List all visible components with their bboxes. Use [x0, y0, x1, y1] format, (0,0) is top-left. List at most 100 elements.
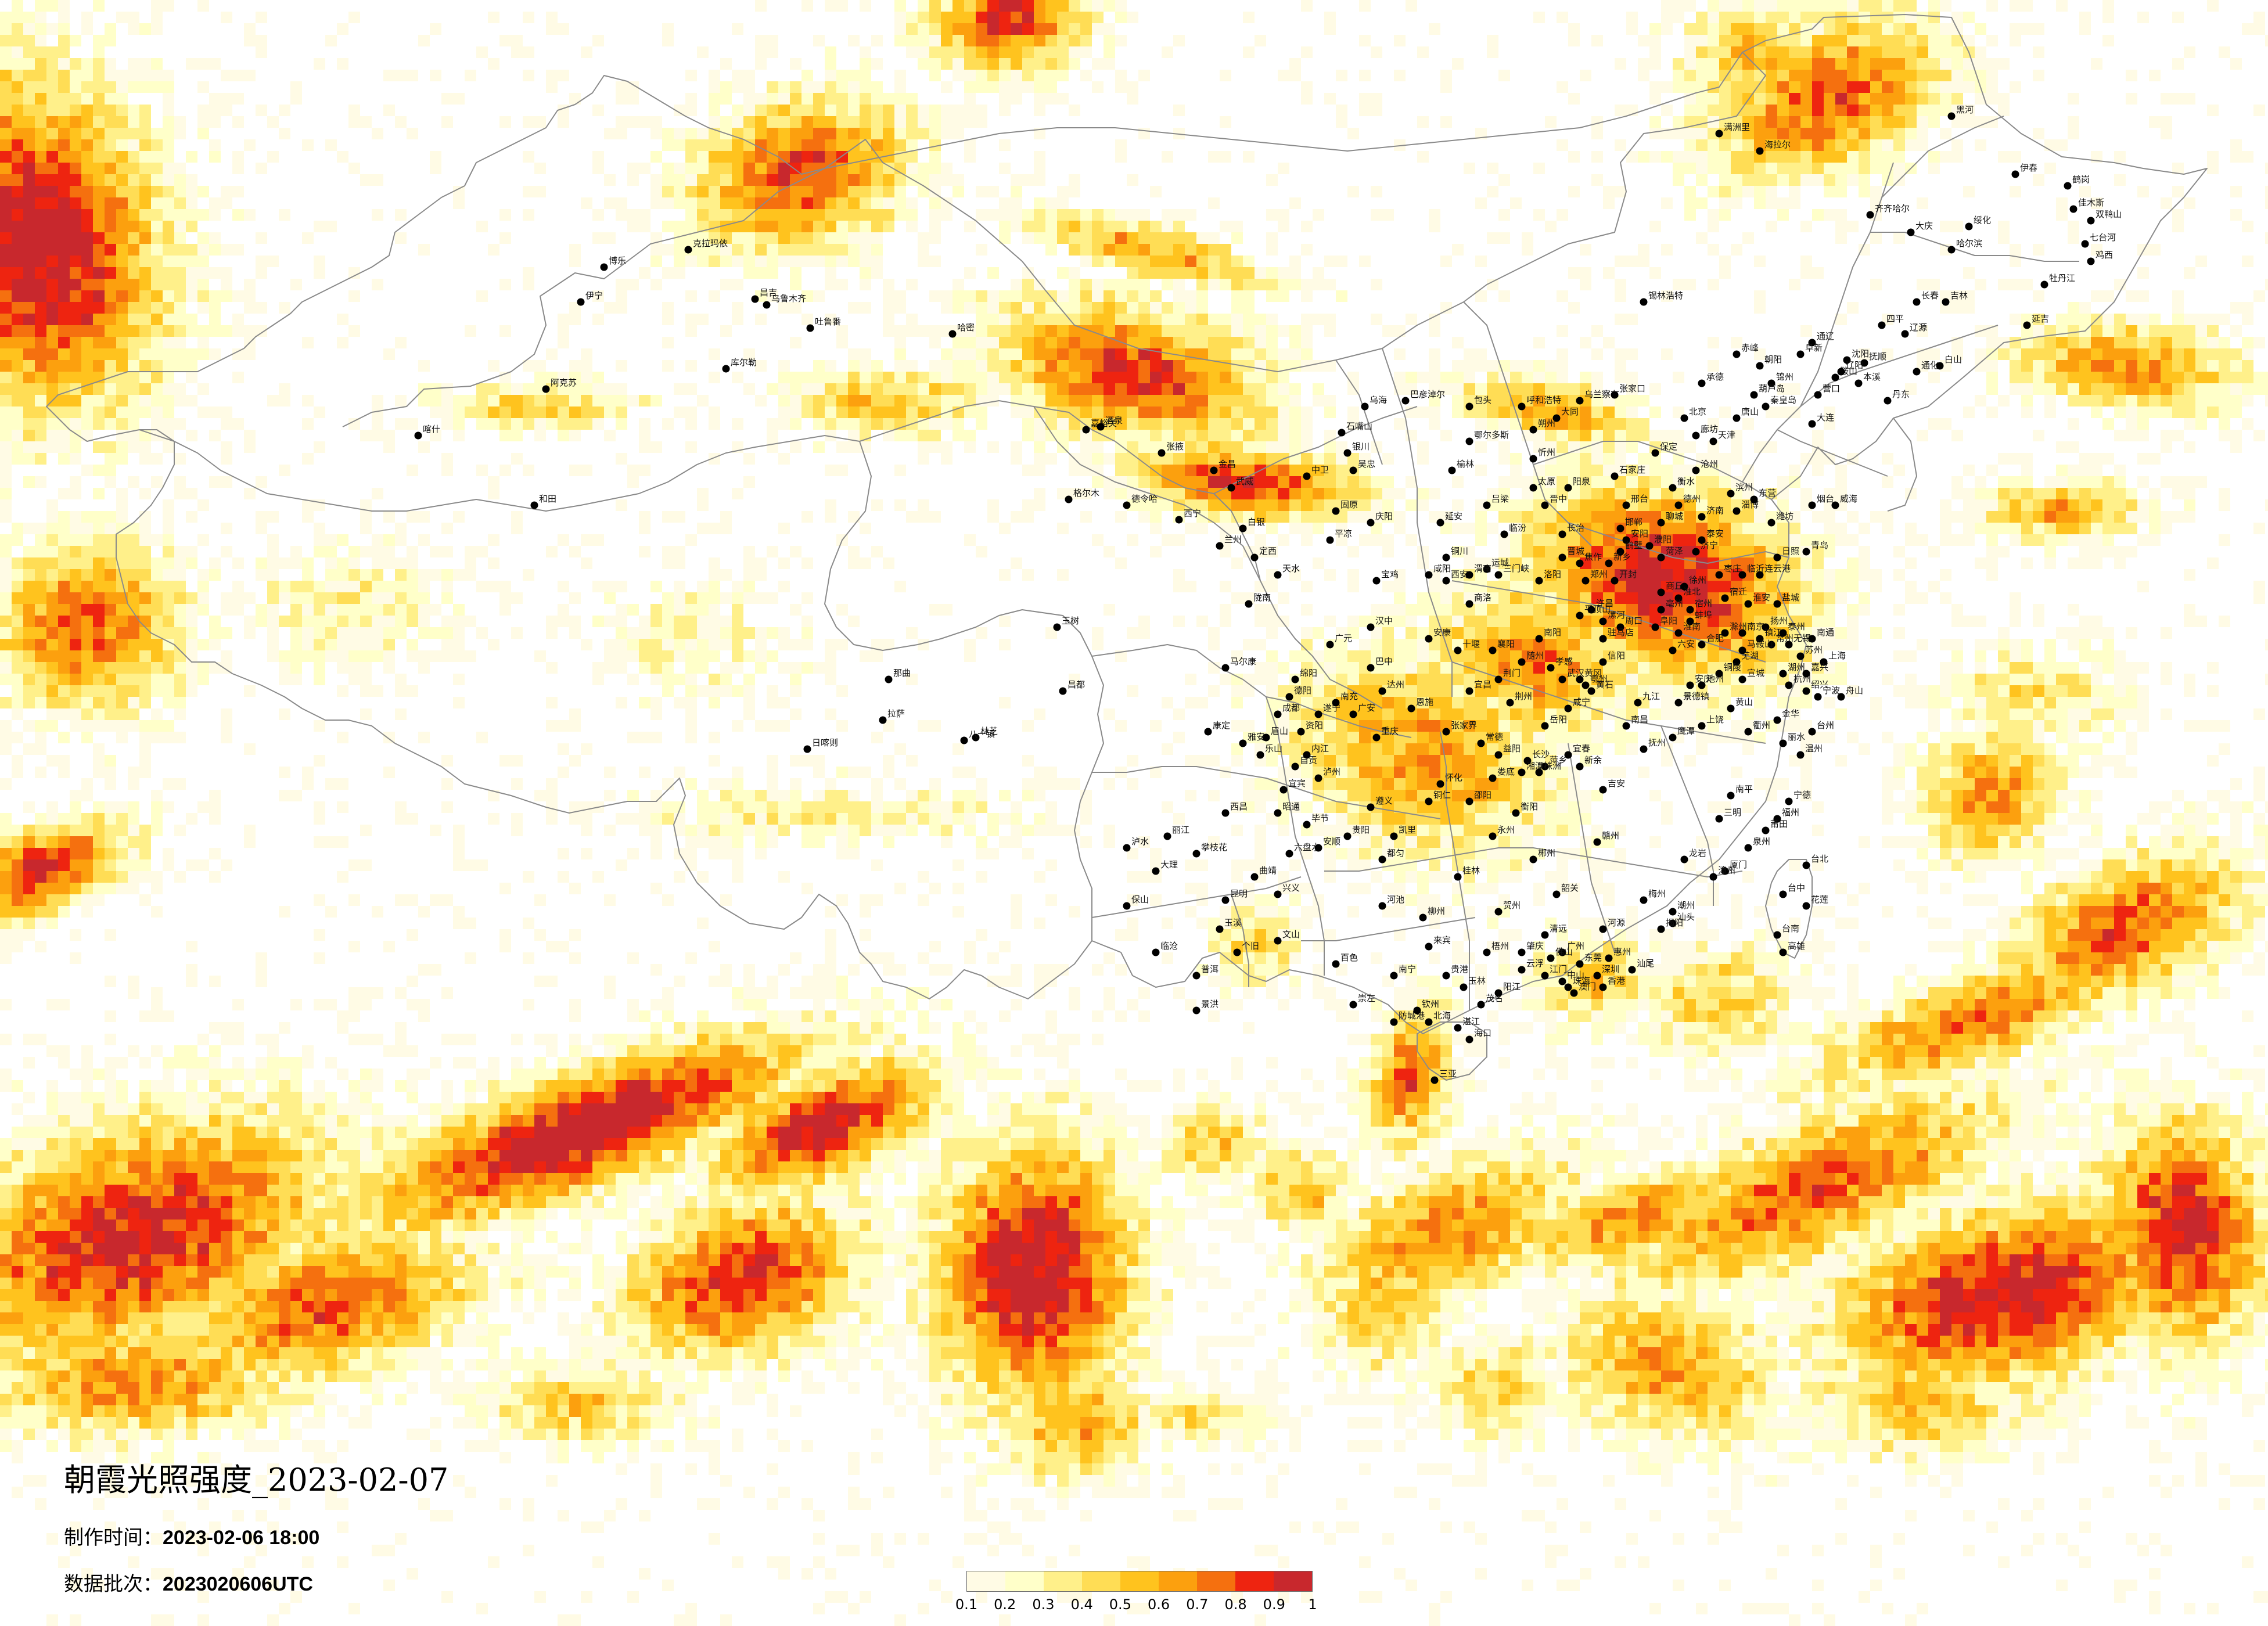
- city-marker[interactable]: 嘉兴: [1802, 662, 1829, 678]
- city-marker[interactable]: 石嘴山: [1338, 421, 1373, 437]
- city-marker[interactable]: 荆门: [1494, 668, 1521, 684]
- city-marker[interactable]: 镇江: [1756, 627, 1782, 643]
- city-marker[interactable]: 临汾: [1500, 523, 1527, 538]
- city-marker[interactable]: 无锡: [1785, 633, 1811, 649]
- city-marker[interactable]: 鹰潭: [1669, 726, 1695, 742]
- city-marker[interactable]: 三明: [1715, 807, 1742, 823]
- city-marker[interactable]: 连云港: [1756, 563, 1791, 579]
- city-marker[interactable]: 盐城: [1773, 592, 1800, 608]
- city-marker[interactable]: 德州: [1674, 494, 1701, 509]
- city-marker[interactable]: 武汉: [1558, 668, 1585, 684]
- city-marker[interactable]: 保山: [1123, 894, 1149, 910]
- city-marker[interactable]: 伊宁: [577, 290, 603, 306]
- city-marker[interactable]: 武威: [1227, 476, 1254, 492]
- city-marker[interactable]: 陇南: [1245, 592, 1271, 608]
- city-marker[interactable]: 珠海: [1564, 976, 1591, 991]
- city-marker[interactable]: 玉溪: [1216, 918, 1242, 933]
- city-marker[interactable]: 广安: [1349, 703, 1376, 718]
- city-marker[interactable]: 上饶: [1698, 714, 1724, 730]
- city-marker[interactable]: 宿迁: [1721, 587, 1748, 602]
- city-marker[interactable]: 汉中: [1367, 616, 1393, 631]
- city-marker[interactable]: 澳门: [1570, 981, 1597, 997]
- city-marker[interactable]: 铜仁: [1425, 790, 1451, 805]
- city-marker[interactable]: 定西: [1250, 546, 1277, 562]
- city-marker[interactable]: 博乐: [600, 256, 627, 271]
- city-marker[interactable]: 宜宾: [1279, 778, 1306, 794]
- city-marker[interactable]: 龙岩: [1680, 848, 1707, 864]
- city-marker[interactable]: 七台河: [2081, 232, 2116, 248]
- city-marker[interactable]: 朝阳: [1756, 354, 1782, 370]
- city-marker[interactable]: 广元: [1326, 633, 1353, 649]
- city-marker[interactable]: 吉林: [1942, 290, 1968, 306]
- city-marker[interactable]: 德令哈: [1123, 494, 1158, 509]
- city-marker[interactable]: 抚顺: [1860, 351, 1887, 367]
- city-marker[interactable]: 聊城: [1657, 511, 1684, 527]
- city-marker[interactable]: 白银: [1239, 517, 1266, 533]
- city-marker[interactable]: 丽江: [1163, 825, 1190, 840]
- city-marker[interactable]: 柳州: [1419, 906, 1446, 922]
- city-marker[interactable]: 黄山: [1727, 697, 1753, 713]
- city-marker[interactable]: 伊春: [2011, 163, 2038, 178]
- city-marker[interactable]: 包头: [1465, 395, 1492, 411]
- city-marker[interactable]: 清远: [1541, 923, 1568, 939]
- city-marker[interactable]: 襄阳: [1489, 639, 1515, 654]
- city-marker[interactable]: 文山: [1274, 929, 1300, 945]
- city-marker[interactable]: 克拉玛依: [684, 238, 728, 254]
- city-marker[interactable]: 六安: [1669, 639, 1695, 654]
- city-marker[interactable]: 乌鲁木齐: [763, 293, 807, 309]
- city-marker[interactable]: 扬州: [1762, 616, 1788, 631]
- city-marker[interactable]: 阿克苏: [542, 377, 577, 393]
- city-marker[interactable]: 成都: [1274, 703, 1300, 718]
- city-marker[interactable]: 池州: [1698, 674, 1724, 689]
- city-marker[interactable]: 都匀: [1378, 848, 1405, 864]
- city-marker[interactable]: 宜春: [1564, 743, 1591, 759]
- city-marker[interactable]: 达州: [1378, 679, 1405, 695]
- city-marker[interactable]: 辽源: [1901, 322, 1928, 338]
- city-marker[interactable]: 赤峰: [1733, 343, 1759, 358]
- city-marker[interactable]: 崇左: [1349, 993, 1376, 1009]
- city-marker[interactable]: 枣庄: [1715, 563, 1742, 579]
- city-marker[interactable]: 普洱: [1192, 964, 1219, 980]
- city-marker[interactable]: 荆州: [1506, 691, 1533, 707]
- city-marker[interactable]: 泉州: [1744, 836, 1771, 852]
- city-marker[interactable]: 哈密: [948, 322, 975, 338]
- city-marker[interactable]: 焦作: [1576, 552, 1602, 567]
- city-marker[interactable]: 沈阳: [1843, 348, 1870, 364]
- city-marker[interactable]: 大连: [1808, 412, 1835, 428]
- city-marker[interactable]: 漳州: [1709, 865, 1736, 881]
- city-marker[interactable]: 上海: [1820, 650, 1846, 666]
- city-marker[interactable]: 赣州: [1593, 830, 1620, 846]
- city-marker[interactable]: 宝鸡: [1372, 569, 1399, 585]
- city-marker[interactable]: 安顺: [1314, 836, 1341, 852]
- city-marker[interactable]: 潮州: [1669, 900, 1695, 916]
- city-marker[interactable]: 金华: [1773, 708, 1800, 724]
- city-marker[interactable]: 满洲里: [1715, 122, 1751, 138]
- city-marker[interactable]: 昆明: [1221, 888, 1248, 904]
- city-marker[interactable]: 济宁: [1692, 540, 1719, 556]
- city-marker[interactable]: 中山: [1558, 970, 1585, 985]
- city-marker[interactable]: 吉安: [1599, 778, 1626, 794]
- city-marker[interactable]: 随州: [1518, 650, 1544, 666]
- city-marker[interactable]: 和田: [530, 494, 557, 509]
- city-marker[interactable]: 昭通: [1274, 801, 1300, 817]
- city-marker[interactable]: 梅州: [1640, 888, 1666, 904]
- city-marker[interactable]: 驻马店: [1599, 627, 1634, 643]
- city-marker[interactable]: 济南: [1698, 505, 1724, 521]
- city-marker[interactable]: 延安: [1436, 511, 1463, 527]
- city-marker[interactable]: 南通: [1808, 627, 1835, 643]
- city-marker[interactable]: 十堰: [1454, 639, 1480, 654]
- city-marker[interactable]: 高雄: [1779, 941, 1806, 956]
- city-marker[interactable]: 安阳: [1622, 528, 1649, 544]
- city-marker[interactable]: 阳江: [1494, 981, 1521, 997]
- city-marker[interactable]: 商丘: [1657, 581, 1684, 596]
- city-marker[interactable]: 衢州: [1744, 720, 1771, 736]
- city-marker[interactable]: 南平: [1727, 784, 1753, 800]
- city-marker[interactable]: 遵义: [1367, 796, 1393, 811]
- city-marker[interactable]: 南宁: [1390, 964, 1417, 980]
- city-marker[interactable]: 淮安: [1744, 592, 1771, 608]
- city-marker[interactable]: 南京: [1738, 621, 1765, 637]
- city-marker[interactable]: 抚州: [1640, 738, 1666, 753]
- city-marker[interactable]: 银川: [1343, 441, 1370, 457]
- city-marker[interactable]: 沧州: [1692, 459, 1719, 474]
- city-marker[interactable]: 惠州: [1605, 947, 1631, 962]
